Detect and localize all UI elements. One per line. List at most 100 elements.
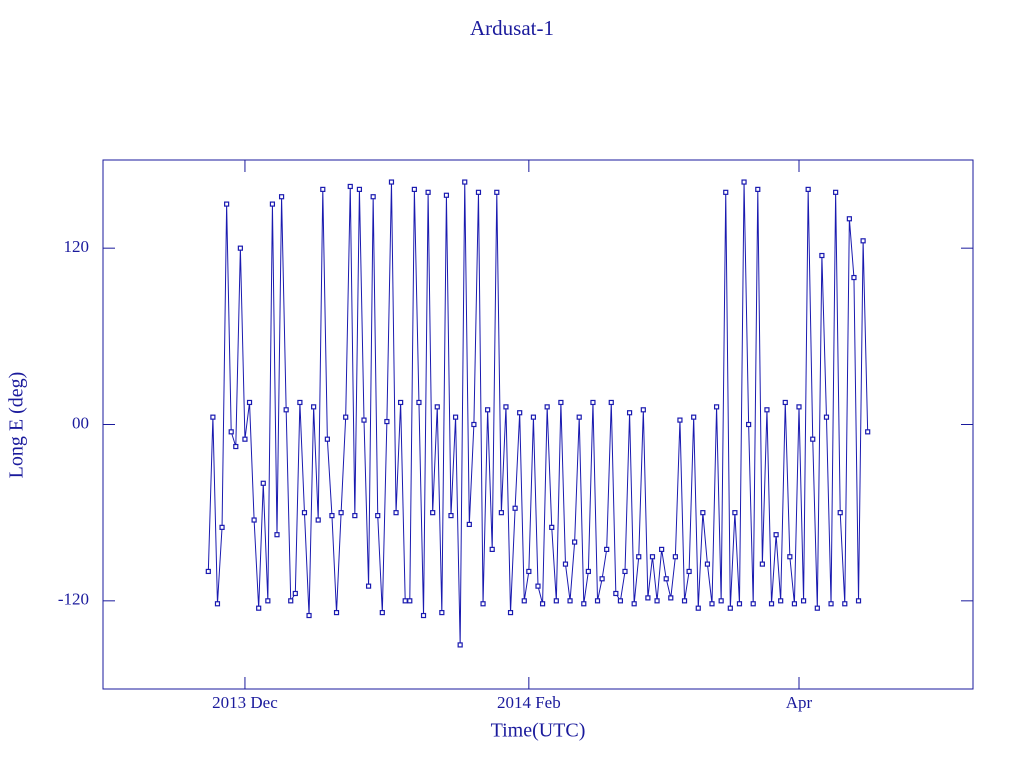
data-point (416, 399, 422, 406)
y-tick-label: 00 (72, 413, 89, 432)
data-point (242, 436, 248, 442)
data-point (361, 417, 367, 423)
x-tick-label: 2014 Feb (497, 693, 561, 712)
data-point (805, 186, 811, 192)
data-point (356, 186, 363, 192)
data-point (398, 399, 404, 406)
data-point (439, 609, 445, 616)
data-point (590, 399, 596, 406)
data-point (723, 189, 729, 195)
data-point (800, 598, 807, 604)
data-point (466, 521, 472, 528)
data-point (695, 605, 701, 611)
data-point (617, 598, 624, 604)
data-point (297, 399, 303, 406)
data-point (256, 605, 262, 611)
data-point (764, 407, 770, 413)
data-point (407, 598, 413, 604)
data-point (384, 418, 390, 425)
x-tick-label: Apr (786, 693, 813, 712)
y-tick-label: 120 (64, 237, 90, 256)
data-point (224, 201, 230, 207)
data-point (677, 417, 683, 423)
data-point (274, 532, 280, 538)
data-point (709, 601, 715, 607)
data-point (558, 399, 564, 406)
data-point (604, 546, 610, 553)
data-point (425, 189, 431, 195)
data-point (338, 510, 344, 516)
data-point (512, 505, 518, 511)
data-point (434, 404, 440, 410)
data-point (640, 407, 646, 413)
data-point (787, 554, 793, 560)
data-point (599, 576, 605, 582)
plot-area (205, 179, 871, 648)
data-point (581, 601, 587, 607)
data-point (301, 510, 308, 516)
data-point (475, 189, 482, 195)
data-point (292, 590, 298, 597)
data-point (750, 601, 756, 607)
data-point (691, 414, 697, 420)
data-point (631, 601, 637, 607)
data-point (329, 513, 335, 519)
data-point (768, 601, 775, 607)
data-point (365, 583, 372, 589)
data-point (205, 568, 211, 575)
data-point (778, 598, 784, 604)
plot-frame (102, 159, 974, 690)
data-point (654, 598, 660, 604)
data-point (411, 186, 417, 192)
data-point (283, 407, 289, 413)
data-point (851, 274, 857, 281)
data-point (549, 524, 555, 530)
data-point (530, 414, 537, 420)
data-point (462, 179, 468, 185)
x-tick-label: 2013 Dec (212, 693, 278, 712)
data-point (352, 513, 358, 519)
data-point (636, 554, 642, 560)
data-point (288, 598, 294, 604)
data-point (855, 598, 862, 604)
data-point (402, 598, 408, 604)
data-point (233, 443, 239, 450)
data-point (539, 601, 546, 607)
data-point (576, 414, 582, 420)
data-point (430, 510, 436, 516)
data-point (210, 414, 216, 420)
data-point (388, 179, 395, 185)
data-point (535, 583, 541, 589)
data-point (448, 513, 454, 519)
data-point (608, 399, 614, 406)
data-point (480, 601, 486, 607)
data-point (860, 238, 866, 244)
data-point (370, 194, 376, 200)
data-point (324, 436, 330, 442)
chart-title: Ardusat-1 (470, 16, 554, 40)
data-point (471, 421, 477, 428)
data-point (237, 245, 243, 251)
data-point (333, 609, 340, 616)
y-axis-label: Long E (deg) (6, 372, 28, 479)
data-point (672, 554, 678, 560)
data-point (594, 598, 601, 604)
data-point (494, 189, 500, 195)
data-point (649, 554, 656, 560)
data-point (498, 510, 504, 516)
data-point (251, 517, 257, 523)
data-point (393, 510, 399, 516)
data-point (718, 598, 724, 604)
data-point (842, 601, 848, 607)
data-point (837, 510, 843, 516)
data-point (265, 598, 271, 604)
data-point (663, 576, 669, 582)
data-point (219, 524, 225, 530)
data-point (668, 595, 674, 601)
data-point (347, 183, 353, 190)
data-point (681, 598, 688, 604)
x-axis-label: Time(UTC) (491, 720, 586, 742)
data-point (452, 414, 459, 420)
